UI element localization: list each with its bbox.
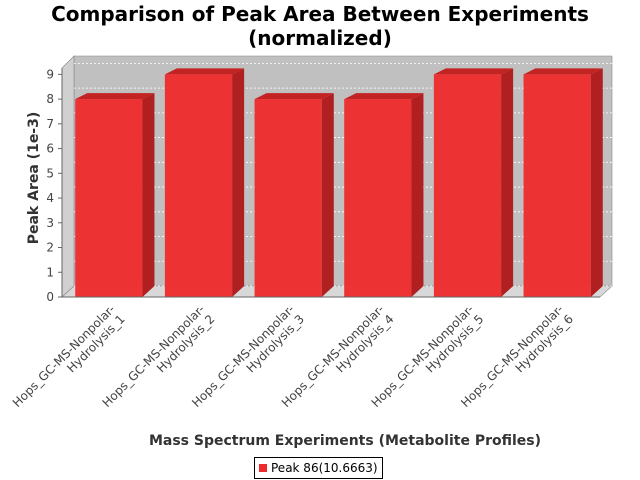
bar xyxy=(254,99,322,298)
bar-top-face xyxy=(75,93,155,100)
y-tick-label: 6 xyxy=(46,142,54,156)
legend: Peak 86(10.6663) xyxy=(254,457,383,479)
bar xyxy=(433,74,502,297)
bar-top-face xyxy=(254,93,334,100)
y-tick-label: 3 xyxy=(46,216,54,230)
bar-side-face xyxy=(321,93,334,298)
chart-title-line-2: (normalized) xyxy=(248,26,392,50)
bar-top-face xyxy=(523,68,603,75)
bar xyxy=(164,74,233,297)
y-tick-label: 4 xyxy=(46,191,54,205)
bar xyxy=(344,99,412,298)
bar xyxy=(523,74,591,297)
y-tick-label: 2 xyxy=(46,241,54,255)
y-axis-label: Peak Area (1e-3) xyxy=(26,112,42,245)
plot-left-wall xyxy=(61,55,75,298)
y-tick-label: 5 xyxy=(46,166,54,180)
bar-side-face xyxy=(142,93,155,298)
y-tick-label: 9 xyxy=(46,67,54,81)
x-tick-label-line: Hops_GC-MS-Nonpolar- xyxy=(10,302,118,410)
bar-side-face xyxy=(232,68,245,297)
y-tick-label: 8 xyxy=(46,92,54,106)
y-tick-label: 0 xyxy=(46,290,54,304)
bar-side-face xyxy=(590,68,603,297)
legend-label: Peak 86(10.6663) xyxy=(271,461,378,475)
legend-swatch xyxy=(259,464,267,472)
chart-title: Comparison of Peak Area Between Experime… xyxy=(0,2,640,50)
x-axis-label: Mass Spectrum Experiments (Metabolite Pr… xyxy=(149,433,541,449)
chart-title-line-1: Comparison of Peak Area Between Experime… xyxy=(51,2,589,26)
bar-top-face xyxy=(344,93,424,100)
bar-top-face xyxy=(164,68,245,75)
y-tick-label: 7 xyxy=(46,117,54,131)
bar-top-face xyxy=(433,68,514,75)
bar-side-face xyxy=(411,93,424,298)
y-tick-label: 1 xyxy=(46,265,54,279)
bar xyxy=(75,99,143,298)
bar-side-face xyxy=(501,68,514,297)
